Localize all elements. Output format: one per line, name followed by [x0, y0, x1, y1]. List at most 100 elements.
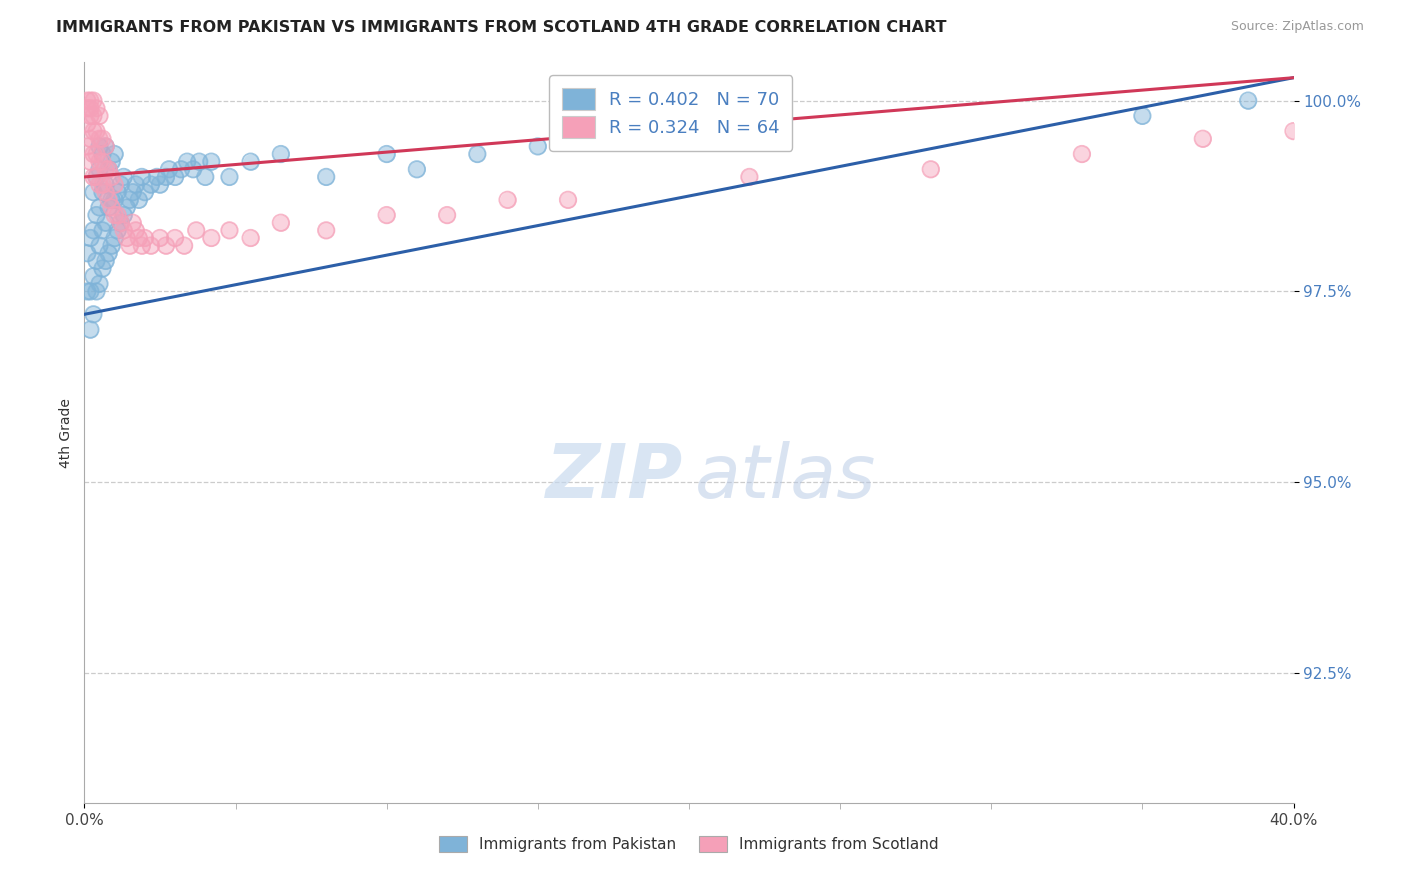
Point [121, 216, 143, 230]
Point [79, 322, 101, 336]
Point [527, 139, 550, 153]
Point [165, 231, 187, 245]
Point [315, 169, 337, 184]
Point [86, 101, 108, 115]
Point [100, 201, 122, 215]
Point [86, 208, 108, 222]
Point [82, 94, 104, 108]
Point [97, 193, 120, 207]
Point [239, 231, 262, 245]
Point [149, 178, 172, 192]
Point [1192, 132, 1215, 146]
Point [91, 147, 114, 161]
Point [165, 169, 187, 184]
Point [104, 193, 127, 207]
Point [139, 238, 162, 252]
Point [115, 201, 138, 215]
Point [200, 154, 222, 169]
Point [112, 208, 135, 222]
Text: Source: ZipAtlas.com: Source: ZipAtlas.com [1230, 20, 1364, 33]
Point [89, 139, 111, 153]
Point [100, 169, 122, 184]
Point [218, 223, 240, 237]
Point [200, 231, 222, 245]
Point [218, 169, 240, 184]
Point [89, 139, 111, 153]
Point [76, 246, 98, 260]
Point [110, 178, 132, 192]
Point [104, 147, 127, 161]
Point [1071, 147, 1094, 161]
Point [76, 101, 98, 115]
Point [76, 139, 98, 153]
Point [186, 223, 208, 237]
Point [134, 185, 156, 199]
Point [89, 162, 111, 177]
Point [239, 231, 262, 245]
Point [91, 132, 114, 146]
Point [100, 154, 122, 169]
Point [121, 185, 143, 199]
Point [89, 109, 111, 123]
Point [97, 162, 120, 177]
Point [104, 178, 127, 192]
Point [436, 208, 458, 222]
Point [79, 109, 101, 123]
Point [76, 285, 98, 299]
Point [94, 139, 117, 153]
Point [315, 169, 337, 184]
Point [100, 238, 122, 252]
Point [104, 231, 127, 245]
Point [107, 223, 129, 237]
Point [79, 285, 101, 299]
Point [89, 154, 111, 169]
Point [170, 162, 193, 177]
Point [157, 162, 180, 177]
Point [139, 178, 162, 192]
Point [112, 208, 135, 222]
Point [131, 238, 153, 252]
Point [115, 201, 138, 215]
Point [86, 253, 108, 268]
Point [375, 208, 398, 222]
Point [82, 169, 104, 184]
Y-axis label: 4th Grade: 4th Grade [59, 398, 73, 467]
Point [82, 109, 104, 123]
Point [107, 185, 129, 199]
Point [91, 132, 114, 146]
Point [115, 231, 138, 245]
Point [97, 246, 120, 260]
Point [79, 109, 101, 123]
Point [89, 201, 111, 215]
Point [1192, 132, 1215, 146]
Point [165, 169, 187, 184]
Point [1282, 124, 1305, 138]
Point [86, 169, 108, 184]
Point [82, 185, 104, 199]
Point [527, 139, 550, 153]
Point [1130, 109, 1153, 123]
Point [1282, 124, 1305, 138]
Point [270, 147, 292, 161]
Point [149, 178, 172, 192]
Point [118, 193, 141, 207]
Point [134, 185, 156, 199]
Point [76, 285, 98, 299]
Point [97, 201, 120, 215]
Point [94, 178, 117, 192]
Point [406, 162, 429, 177]
Point [239, 154, 262, 169]
Point [104, 231, 127, 245]
Point [557, 193, 579, 207]
Point [181, 162, 204, 177]
Point [146, 169, 169, 184]
Point [79, 94, 101, 108]
Point [375, 208, 398, 222]
Point [155, 238, 177, 252]
Point [91, 154, 114, 169]
Point [121, 185, 143, 199]
Point [110, 178, 132, 192]
Text: ZIP: ZIP [546, 441, 683, 514]
Point [91, 185, 114, 199]
Point [91, 154, 114, 169]
